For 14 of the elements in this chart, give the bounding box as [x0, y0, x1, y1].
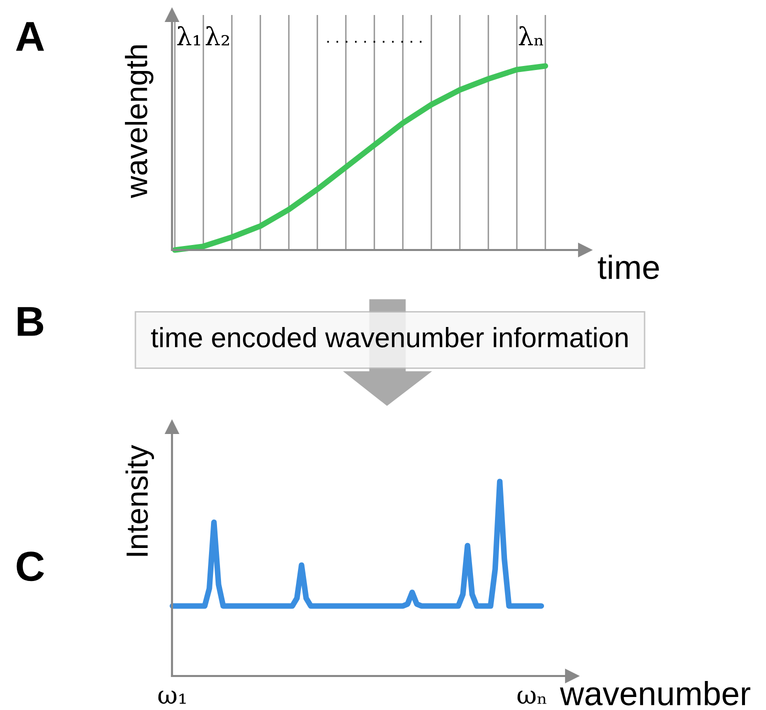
text: ω₁: [158, 690, 186, 704]
x-axis-title: wavenumber: [560, 680, 750, 706]
text: λ₁: [177, 26, 200, 46]
text: B: [18, 307, 44, 336]
text: A: [16, 22, 44, 51]
x-axis-title: time: [598, 254, 659, 280]
text: . . . . . . . . . . .: [327, 40, 422, 43]
text: C: [16, 552, 44, 582]
y-axis-title: Intensity: [126, 444, 154, 556]
y-axis-title: wavelength: [124, 45, 154, 198]
text: λₙ: [518, 26, 544, 46]
text: time encoded wavenumber information: [151, 327, 628, 348]
text: ωₙ: [518, 690, 546, 704]
text: λ₂: [206, 26, 229, 46]
